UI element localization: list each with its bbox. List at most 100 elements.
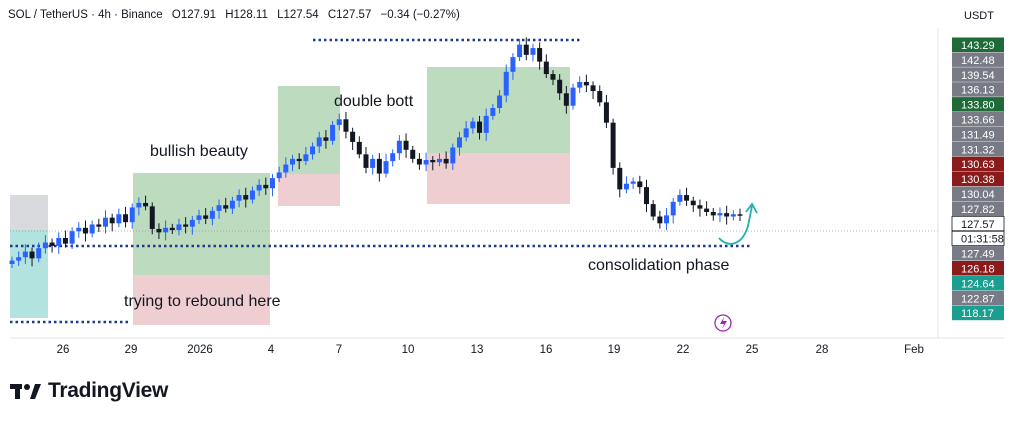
candle-body <box>737 214 743 216</box>
candle-body <box>436 158 442 163</box>
price-label-bg <box>952 171 1004 187</box>
candle-body <box>717 213 723 216</box>
candle-body <box>664 215 670 224</box>
candle-body <box>430 159 436 163</box>
price-label: 131.49 <box>961 129 995 141</box>
candle-body <box>623 183 629 190</box>
candle-body <box>590 85 596 92</box>
long-position-profit-2[interactable] <box>278 86 340 174</box>
price-label: 136.13 <box>961 85 995 97</box>
candle-body <box>62 237 68 244</box>
price-label-bg <box>952 141 1004 157</box>
price-scale[interactable]: 143.29 142.48 139.54 136.13 133.80 133.66 131.… <box>951 37 1005 321</box>
candle-body <box>557 79 563 94</box>
candle-body <box>283 164 289 173</box>
currency-label[interactable]: USDT <box>964 10 994 22</box>
time-tick-label: 26 <box>57 344 70 356</box>
candle-body <box>517 44 523 58</box>
candle-body <box>203 215 209 219</box>
symbol-header: SOL / TetherUS · 4h · Binance O127.91 H1… <box>8 9 466 21</box>
candle-body <box>603 102 609 123</box>
candle-body <box>69 231 75 244</box>
price-label: 124.64 <box>961 278 995 290</box>
long-position-stop-1[interactable] <box>133 275 270 325</box>
candle-body <box>510 57 516 72</box>
candle-body <box>677 195 683 202</box>
candle-body <box>410 149 416 159</box>
candle-body <box>22 251 28 258</box>
candle-body <box>103 217 109 227</box>
annotation-trying-to-rebound[interactable]: trying to rebound here <box>124 293 281 310</box>
candle-body <box>256 184 262 191</box>
candle-body <box>276 172 282 179</box>
time-axis[interactable]: 26 29 2026 4 7 10 13 16 19 22 25 28 Feb <box>57 344 924 356</box>
price-label-bg <box>952 261 1004 276</box>
price-label: 01:31:58 <box>961 234 1004 246</box>
candle-body <box>336 119 342 125</box>
candle-body <box>463 128 469 138</box>
price-label-bg <box>952 305 1004 321</box>
candle-body <box>330 124 336 141</box>
candle-body <box>490 107 496 116</box>
candle-body <box>443 158 449 164</box>
candle-body <box>49 242 55 246</box>
candle-body <box>236 195 242 201</box>
candle-body <box>376 158 382 174</box>
long-position-profit-3[interactable] <box>427 67 570 153</box>
price-label-bg <box>952 52 1004 67</box>
price-label: 127.49 <box>961 249 995 261</box>
candle-body <box>416 158 422 165</box>
price-label-bg <box>952 67 1004 82</box>
long-position-stop-2[interactable] <box>278 174 340 206</box>
annotation-bullish-beauty[interactable]: bullish beauty <box>150 143 248 160</box>
candle-body <box>196 215 202 220</box>
long-position-profit-1[interactable] <box>133 173 270 275</box>
ohlc-close: C127.57 <box>327 9 372 21</box>
price-label: 131.32 <box>961 144 995 156</box>
candle-body <box>229 200 235 209</box>
candles-layer <box>9 37 743 268</box>
candle-body <box>523 44 529 55</box>
candle-body <box>243 195 249 200</box>
candle-body <box>570 87 576 106</box>
candle-body <box>637 181 643 188</box>
projection-arrow[interactable] <box>718 205 753 245</box>
candle-body <box>684 195 690 201</box>
candle-body <box>56 237 62 246</box>
candle-body <box>216 205 222 211</box>
annotation-consolidation[interactable]: consolidation phase <box>588 257 730 274</box>
candle-body <box>450 147 456 164</box>
candle-body <box>223 205 229 209</box>
lightning-icon[interactable] <box>714 314 732 332</box>
candle-body <box>657 216 663 224</box>
candle-body <box>29 251 35 259</box>
price-label: 126.18 <box>961 264 995 276</box>
candle-body <box>543 61 549 75</box>
candle-body <box>396 140 402 154</box>
price-label: 127.57 <box>961 219 995 231</box>
candle-body <box>36 248 42 259</box>
candle-body <box>470 121 476 129</box>
candle-body <box>477 121 483 133</box>
candle-body <box>16 257 22 261</box>
teal-zone <box>10 230 48 318</box>
price-label: 143.29 <box>961 40 995 52</box>
time-tick-label: 25 <box>746 344 759 356</box>
annotation-double-bott[interactable]: double bott <box>334 93 414 110</box>
time-tick-label: 4 <box>268 344 275 356</box>
candle-body <box>650 204 656 217</box>
time-tick-label: 19 <box>608 344 621 356</box>
candle-body <box>209 210 215 219</box>
candle-body <box>483 115 489 133</box>
candle-body <box>169 227 175 231</box>
tradingview-logo[interactable]: TradingView <box>10 378 168 404</box>
symbol-info[interactable]: SOL / TetherUS · 4h · Binance <box>8 9 163 21</box>
candle-body <box>610 122 616 168</box>
ohlc-high: H128.11 <box>225 9 268 21</box>
candle-body <box>143 202 149 207</box>
candle-body <box>363 154 369 168</box>
price-label-bg <box>952 112 1004 127</box>
candle-body <box>350 131 356 142</box>
candle-body <box>263 184 269 189</box>
